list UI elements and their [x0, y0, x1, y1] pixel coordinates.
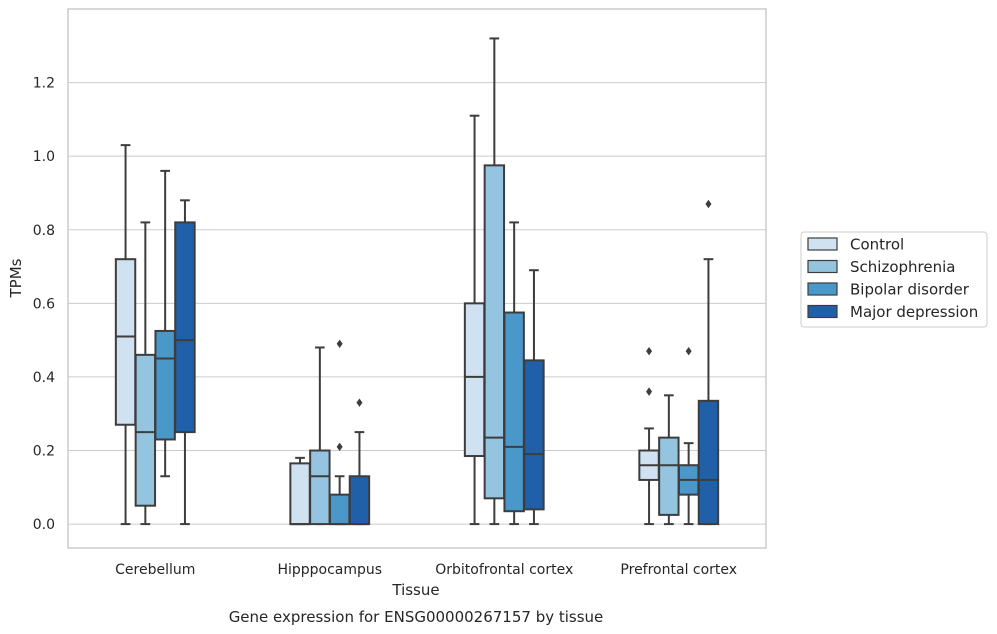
y-tick-label: 1.2	[33, 76, 55, 92]
box-iqr	[154, 329, 176, 441]
legend-swatch	[807, 282, 838, 296]
box-iqr	[697, 399, 720, 526]
outlier-point	[685, 346, 692, 356]
box-iqr	[134, 353, 157, 507]
box-control	[463, 114, 486, 526]
box-schizophrenia	[309, 346, 331, 526]
box-iqr	[309, 449, 331, 526]
legend-frame	[800, 231, 988, 328]
x-tick-label: Cerebellum	[115, 562, 195, 578]
legend-label: Schizophrenia	[850, 258, 955, 276]
x-axis-label: Tissue	[391, 581, 439, 599]
y-tick-label: 1.0	[33, 149, 55, 165]
box-major-depression	[523, 269, 545, 526]
y-tick-label: 0.4	[33, 370, 55, 386]
y-tick-label: 0.0	[33, 517, 55, 533]
y-tick-label: 0.6	[33, 296, 55, 312]
legend-label: Control	[850, 236, 904, 254]
box-schizophrenia	[658, 394, 680, 526]
box-control	[289, 456, 311, 526]
outlier-point	[336, 339, 343, 349]
box-control	[114, 144, 137, 526]
outlier-point	[646, 346, 653, 356]
x-tick-labels: Cerebellum Hipppocampus Orbitofrontal cort…	[115, 562, 737, 578]
outlier-point	[336, 442, 343, 452]
x-tick-label: Orbitofrontal cortex	[435, 562, 573, 578]
box-iqr	[328, 493, 351, 526]
box-plots	[114, 37, 720, 526]
y-tick-label: 0.2	[33, 444, 55, 460]
box-bipolar-disorder	[677, 346, 700, 526]
box-iqr	[289, 462, 311, 526]
legend-swatch	[807, 237, 838, 251]
y-axis-label: TPMs	[7, 258, 25, 298]
legend-label: Major depression	[850, 303, 978, 321]
box-bipolar-disorder	[154, 169, 176, 478]
y-tick-label: 0.8	[33, 223, 55, 239]
x-tick-label: Hipppocampus	[277, 562, 382, 578]
plot-frame	[67, 8, 767, 549]
legend-item: Major depression	[807, 303, 978, 321]
legend-swatch	[807, 259, 838, 274]
box-major-depression	[348, 398, 371, 526]
legend-item: Schizophrenia	[807, 258, 955, 276]
legend-label: Bipolar disorder	[850, 281, 970, 299]
chart-caption: Gene expression for ENSG00000267157 by t…	[229, 608, 604, 626]
box-iqr	[114, 258, 137, 426]
box-iqr	[503, 311, 525, 513]
box-iqr	[483, 164, 506, 500]
legend-item: Control	[807, 236, 904, 254]
box-iqr	[348, 475, 371, 526]
outlier-point	[646, 387, 653, 396]
legend: Control Schizophrenia Bipolar disorder Majo…	[800, 231, 988, 328]
box-major-depression	[697, 199, 720, 526]
box-iqr	[658, 436, 680, 516]
box-major-depression	[174, 199, 196, 526]
box-iqr	[174, 221, 196, 434]
legend-swatch	[807, 304, 838, 319]
box-iqr	[463, 302, 486, 458]
y-tick-labels: 0.0 0.2 0.4 0.6 0.8 1.0 1.2	[33, 76, 55, 534]
legend-item: Bipolar disorder	[807, 281, 970, 299]
outlier-point	[356, 398, 363, 407]
outlier-point	[705, 199, 712, 209]
box-iqr	[523, 359, 545, 511]
box-control	[638, 346, 660, 526]
x-tick-label: Prefrontal cortex	[620, 562, 737, 578]
